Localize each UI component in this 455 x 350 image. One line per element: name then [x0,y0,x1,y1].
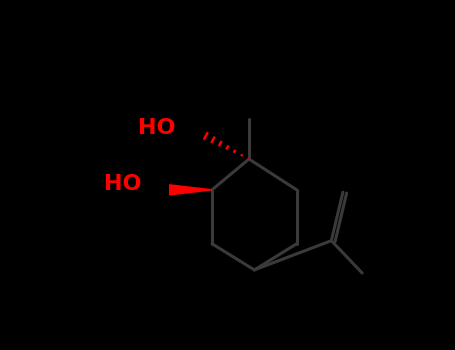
Text: HO: HO [104,174,141,195]
Polygon shape [170,185,212,195]
Text: HO: HO [137,118,175,138]
